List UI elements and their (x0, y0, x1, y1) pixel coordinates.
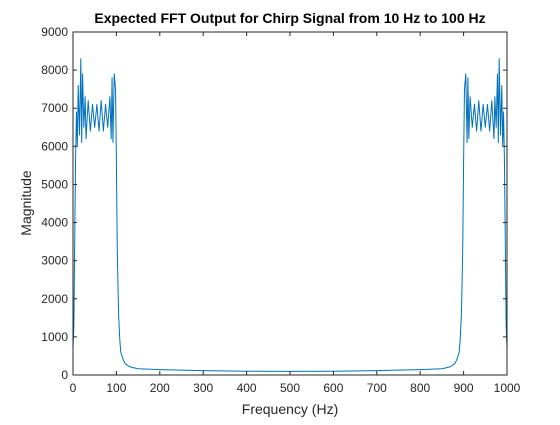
y-tick-label: 0 (61, 368, 68, 382)
y-tick-label: 2000 (41, 292, 68, 306)
x-axis-label: Frequency (Hz) (242, 401, 338, 417)
x-tick-label: 100 (106, 381, 126, 395)
y-tick-label: 5000 (41, 177, 68, 191)
x-tick-label: 300 (193, 381, 213, 395)
y-tick-label: 4000 (41, 216, 68, 230)
x-tick-label: 200 (150, 381, 170, 395)
x-tick-label: 900 (454, 381, 474, 395)
x-tick-label: 800 (410, 381, 430, 395)
y-tick-label: 9000 (41, 25, 68, 39)
y-axis-label: Magnitude (18, 170, 34, 236)
axes-layer: 0 100 200 300 400 500 600 700 800 900 1000 0 1000 200… (41, 25, 520, 395)
x-tick-label: 0 (70, 381, 77, 395)
y-tick-label: 6000 (41, 139, 68, 153)
y-tick-label: 3000 (41, 254, 68, 268)
y-tick-label: 7000 (41, 101, 68, 115)
chart-title: Expected FFT Output for Chirp Signal fro… (94, 10, 485, 26)
x-tick-label: 500 (280, 381, 300, 395)
x-tick-label: 1000 (494, 381, 521, 395)
y-tick-label: 1000 (41, 330, 68, 344)
y-tick-label: 8000 (41, 63, 68, 77)
x-tick-label: 400 (237, 381, 257, 395)
x-tick-label: 600 (323, 381, 343, 395)
x-tick-label: 700 (367, 381, 387, 395)
